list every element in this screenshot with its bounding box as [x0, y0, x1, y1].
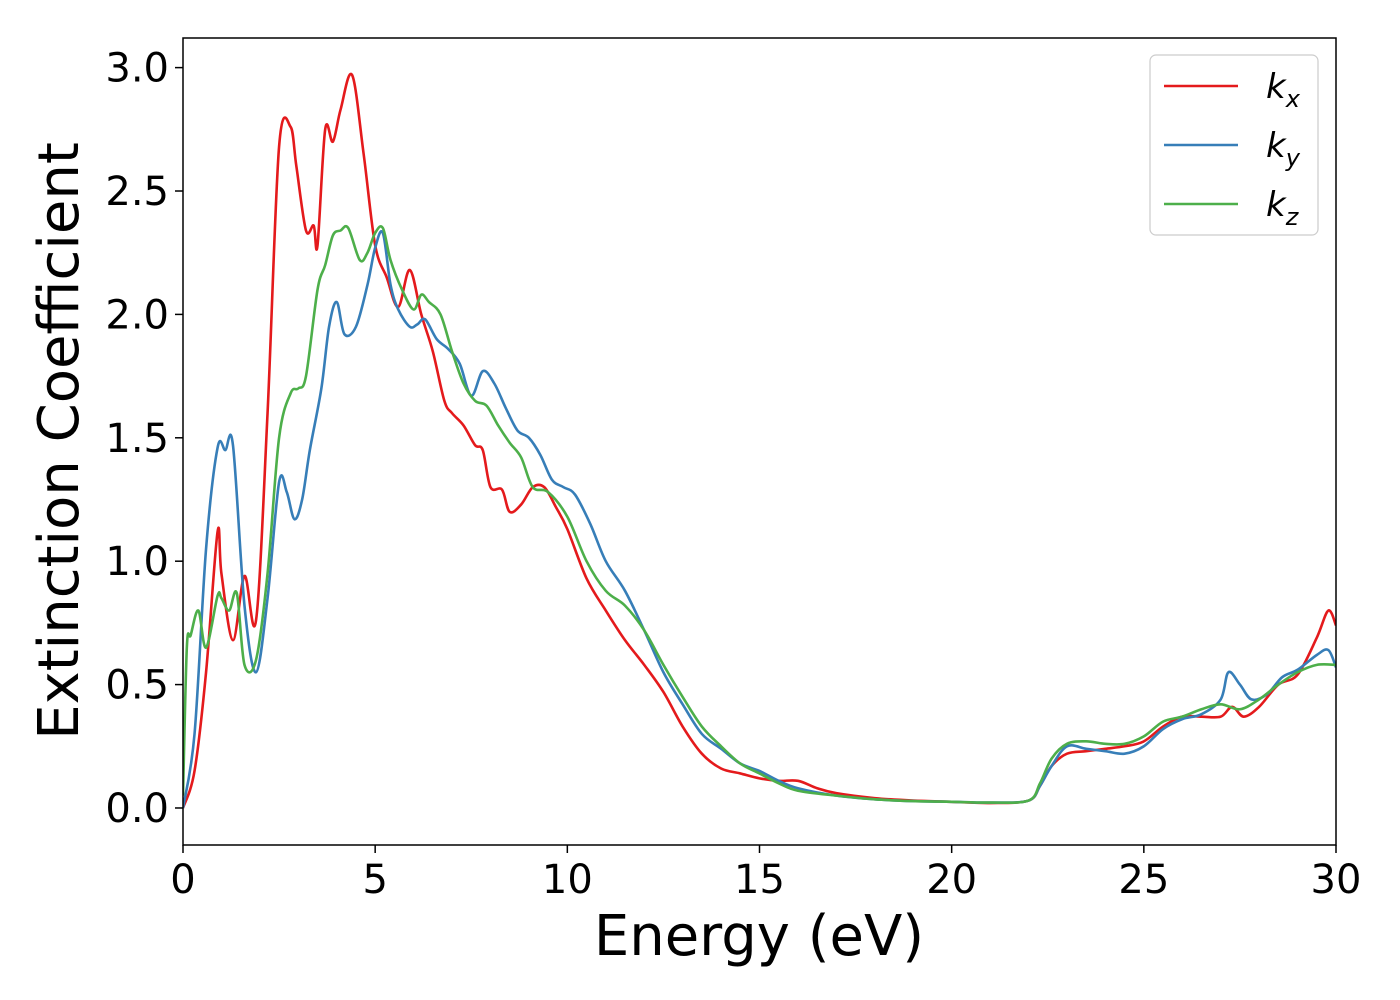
x-tick-label: 20 [926, 857, 977, 903]
x-tick-label: 10 [542, 857, 593, 903]
legend-label-x: kx [1266, 67, 1301, 113]
y-tick-label: 1.5 [105, 416, 169, 462]
y-axis: 0.0 0.5 1.0 1.5 2.0 2.5 3.0 [105, 46, 183, 832]
y-tick-label: 1.0 [105, 539, 169, 585]
x-axis-title: Energy (eV) [594, 904, 924, 969]
x-tick-label: 30 [1311, 857, 1362, 903]
x-tick-label: 25 [1118, 857, 1169, 903]
plot-area [183, 38, 1336, 845]
x-tick-label: 5 [362, 857, 387, 903]
y-tick-label: 0.5 [105, 663, 169, 709]
series-line-z [183, 224, 1336, 804]
legend: kx ky kz [1149, 54, 1319, 236]
series-line-x [183, 72, 1336, 809]
x-axis: 0 5 10 15 20 25 30 [170, 845, 1361, 903]
y-tick-label: 2.5 [105, 169, 169, 215]
y-axis-title: Extinction Coefficient [27, 142, 92, 740]
x-tick-label: 15 [734, 857, 785, 903]
y-tick-label: 2.0 [105, 292, 169, 338]
x-tick-label: 0 [170, 857, 195, 903]
legend-label-z: kz [1266, 185, 1300, 231]
y-tick-label: 0.0 [105, 786, 169, 832]
y-tick-label: 3.0 [105, 46, 169, 92]
legend-label-y: ky [1266, 126, 1301, 172]
series-line-y [183, 230, 1336, 809]
